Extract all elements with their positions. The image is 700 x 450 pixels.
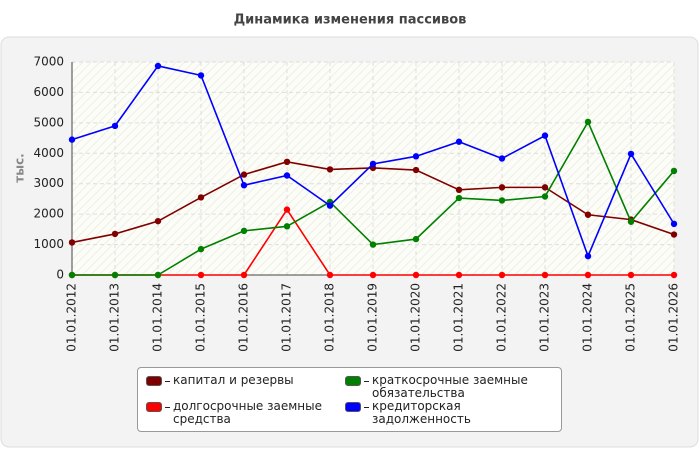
legend-swatch bbox=[146, 402, 162, 412]
data-point bbox=[68, 271, 76, 279]
x-tick-label: 01.01.2019 bbox=[366, 283, 380, 352]
x-tick-label: 01.01.2020 bbox=[409, 283, 423, 352]
data-point bbox=[455, 271, 463, 279]
data-point bbox=[68, 136, 76, 143]
x-tick-label: 01.01.2022 bbox=[495, 283, 509, 352]
data-point bbox=[240, 271, 248, 279]
data-point bbox=[541, 132, 549, 139]
data-point bbox=[326, 271, 334, 279]
data-point bbox=[283, 206, 291, 213]
data-point bbox=[670, 271, 678, 279]
legend-item: краткосрочные заемные обязательства bbox=[345, 374, 555, 400]
data-point bbox=[670, 220, 678, 228]
data-point bbox=[498, 271, 506, 279]
data-point bbox=[541, 271, 549, 279]
legend-label: кредиторская задолженность bbox=[372, 399, 471, 426]
data-point bbox=[412, 166, 420, 174]
data-point bbox=[584, 252, 592, 260]
y-tick-label: 6000 bbox=[33, 85, 64, 99]
x-tick-label: 01.01.2025 bbox=[624, 283, 638, 352]
y-tick-label: 3000 bbox=[33, 176, 64, 190]
legend-dash bbox=[364, 407, 369, 408]
data-point bbox=[412, 271, 420, 279]
data-point bbox=[455, 194, 463, 202]
data-point bbox=[197, 72, 205, 79]
x-tick-label: 01.01.2013 bbox=[108, 283, 122, 352]
x-tick-label: 01.01.2014 bbox=[151, 283, 165, 352]
data-point bbox=[412, 235, 420, 243]
data-point bbox=[498, 155, 506, 162]
data-point bbox=[498, 197, 506, 204]
data-point bbox=[111, 230, 119, 238]
legend-item: долгосрочные заемные средства bbox=[146, 400, 341, 426]
x-tick-label: 01.01.2018 bbox=[323, 283, 337, 352]
x-tick-label: 01.01.2016 bbox=[237, 283, 251, 352]
legend-swatch bbox=[345, 402, 361, 412]
y-tick-label: 7000 bbox=[33, 55, 64, 69]
legend-swatch bbox=[146, 376, 162, 386]
legend-label: капитал и резервы bbox=[173, 373, 294, 387]
data-point bbox=[584, 211, 592, 218]
x-tick-label: 01.01.2024 bbox=[581, 283, 595, 352]
data-point bbox=[111, 122, 119, 130]
data-point bbox=[240, 171, 248, 178]
data-point bbox=[283, 223, 291, 230]
data-point bbox=[154, 271, 162, 279]
data-point bbox=[412, 153, 420, 160]
data-point bbox=[369, 271, 377, 279]
x-tick-label: 01.01.2026 bbox=[667, 283, 681, 352]
x-tick-label: 01.01.2021 bbox=[452, 283, 466, 352]
data-point bbox=[627, 271, 635, 279]
data-point bbox=[584, 118, 592, 126]
data-point bbox=[283, 172, 291, 179]
data-point bbox=[670, 231, 678, 238]
data-point bbox=[369, 160, 377, 168]
x-tick-label: 01.01.2023 bbox=[538, 283, 552, 352]
data-point bbox=[455, 186, 463, 193]
data-point bbox=[240, 182, 248, 189]
chart-title: Динамика изменения пассивов bbox=[234, 13, 467, 28]
y-tick-label: 1000 bbox=[33, 237, 64, 251]
x-tick-label: 01.01.2012 bbox=[65, 283, 79, 352]
legend-dash bbox=[364, 381, 369, 382]
data-point bbox=[627, 150, 635, 158]
x-tick-label: 01.01.2015 bbox=[194, 283, 208, 352]
data-point bbox=[154, 62, 162, 70]
data-point bbox=[584, 271, 592, 279]
legend-label: краткосрочные заемные обязательства bbox=[372, 373, 528, 400]
data-point bbox=[68, 239, 76, 246]
data-point bbox=[541, 184, 549, 191]
data-point bbox=[197, 194, 205, 201]
legend-label: долгосрочные заемные средства bbox=[173, 399, 322, 426]
data-point bbox=[498, 184, 506, 191]
y-axis-label: тыс. bbox=[13, 153, 27, 182]
y-tick-label: 4000 bbox=[33, 146, 64, 160]
data-point bbox=[455, 138, 463, 145]
legend-item: кредиторская задолженность bbox=[345, 400, 555, 426]
y-tick-label: 5000 bbox=[33, 115, 64, 129]
y-tick-label: 2000 bbox=[33, 207, 64, 221]
data-point bbox=[326, 202, 334, 209]
y-tick-label: 0 bbox=[56, 268, 64, 282]
legend-item: капитал и резервы bbox=[146, 374, 341, 400]
data-point bbox=[283, 158, 291, 166]
data-point bbox=[326, 166, 334, 173]
x-tick-label: 01.01.2017 bbox=[280, 283, 294, 352]
data-point bbox=[197, 271, 205, 279]
data-point bbox=[627, 218, 635, 225]
legend: капитал и резервы долгосрочные заемные ср… bbox=[137, 367, 562, 432]
legend-swatch bbox=[345, 376, 361, 386]
data-point bbox=[154, 217, 162, 225]
data-point bbox=[369, 241, 377, 248]
data-point bbox=[240, 227, 248, 235]
data-point bbox=[541, 193, 549, 200]
data-point bbox=[111, 271, 119, 279]
legend-dash bbox=[165, 407, 170, 408]
legend-dash bbox=[165, 381, 170, 382]
data-point bbox=[670, 167, 678, 175]
data-point bbox=[197, 245, 205, 253]
